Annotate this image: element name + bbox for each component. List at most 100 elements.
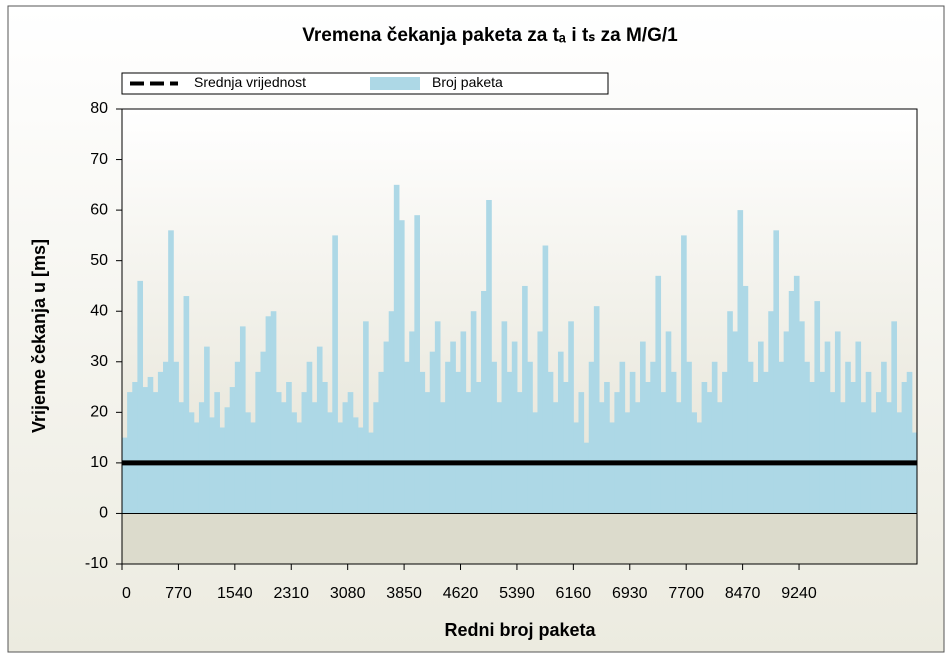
bar [224, 407, 231, 514]
plot-background-low [122, 513, 917, 564]
bar [193, 422, 200, 514]
bar [578, 392, 585, 514]
bar [716, 402, 723, 514]
bar [516, 392, 523, 514]
bar [804, 361, 810, 514]
bar [614, 392, 621, 514]
bar [132, 382, 138, 514]
bar [373, 402, 379, 514]
bar [378, 371, 385, 514]
bar [824, 341, 831, 514]
bar [701, 382, 708, 514]
bar [470, 311, 477, 514]
bar [537, 331, 544, 514]
legend-box [121, 72, 609, 95]
bar [875, 392, 882, 514]
bar [332, 235, 338, 514]
bar [758, 341, 764, 514]
x-tick-label: 1540 [217, 585, 253, 602]
bar [573, 422, 579, 514]
bar [547, 371, 554, 514]
bar [388, 311, 395, 514]
bar [352, 417, 359, 514]
y-tick-label: 20 [90, 404, 108, 421]
bar [322, 382, 328, 514]
bar [752, 382, 759, 514]
y-tick-label: 30 [90, 353, 108, 370]
bar [588, 361, 595, 514]
bar [511, 341, 518, 514]
bar [198, 402, 205, 514]
bar [901, 382, 908, 514]
legend-label: Srednja vrijednost [194, 74, 306, 90]
bar [655, 275, 662, 514]
bar [424, 392, 431, 514]
bar [142, 387, 149, 514]
bar [440, 402, 446, 514]
bar [599, 402, 605, 514]
bar [727, 311, 733, 514]
bar [178, 402, 185, 514]
bar [301, 392, 308, 514]
x-tick-label: 4620 [443, 585, 479, 602]
x-tick-label: 2310 [273, 585, 309, 602]
bar [296, 422, 303, 514]
bar [122, 437, 128, 514]
legend-swatch [370, 77, 420, 90]
bar [542, 245, 549, 514]
bar [747, 361, 754, 514]
x-tick-label: 0 [122, 585, 131, 602]
bar [491, 361, 497, 514]
bar [711, 361, 718, 514]
bar [763, 371, 769, 514]
bar [660, 392, 667, 514]
plot-frame [121, 108, 918, 565]
bar [152, 392, 159, 514]
bar [696, 422, 703, 514]
bar [634, 402, 641, 514]
bar [891, 321, 897, 514]
bar [732, 331, 738, 514]
bar [706, 392, 713, 514]
bar [583, 442, 590, 514]
bar [393, 184, 400, 514]
x-tick-label: 6930 [612, 585, 648, 602]
bar [383, 341, 390, 514]
bar [265, 316, 272, 514]
bar [850, 382, 856, 514]
bar [886, 402, 892, 514]
x-tick-label: 8470 [725, 585, 761, 602]
bar [855, 341, 862, 514]
x-tick-label: 770 [165, 585, 192, 602]
bar [650, 361, 656, 514]
bar [834, 331, 841, 514]
y-tick-label: 60 [90, 201, 108, 218]
bar [629, 371, 636, 514]
bar [455, 371, 462, 514]
x-tick-label: 3850 [386, 585, 422, 602]
bar [270, 311, 277, 514]
bar [737, 210, 744, 514]
bar [357, 427, 364, 514]
bar [445, 361, 451, 514]
bar [865, 371, 872, 514]
bar [250, 422, 256, 514]
bar [911, 432, 918, 514]
bar [286, 382, 292, 514]
bar [414, 215, 420, 514]
bar [609, 422, 615, 514]
bar [316, 346, 323, 514]
bar [568, 321, 574, 514]
bar [481, 291, 487, 514]
y-axis-label: Vrijeme čekanja u [ms] [29, 239, 49, 433]
legend-label: Broj paketa [432, 74, 503, 90]
bar [368, 432, 374, 514]
bar [275, 392, 282, 514]
bar [450, 341, 456, 514]
bar [506, 371, 513, 514]
bar [552, 402, 559, 514]
bar [778, 361, 785, 514]
y-tick-label: 40 [90, 302, 108, 319]
bar [157, 371, 164, 514]
bar [347, 392, 354, 514]
